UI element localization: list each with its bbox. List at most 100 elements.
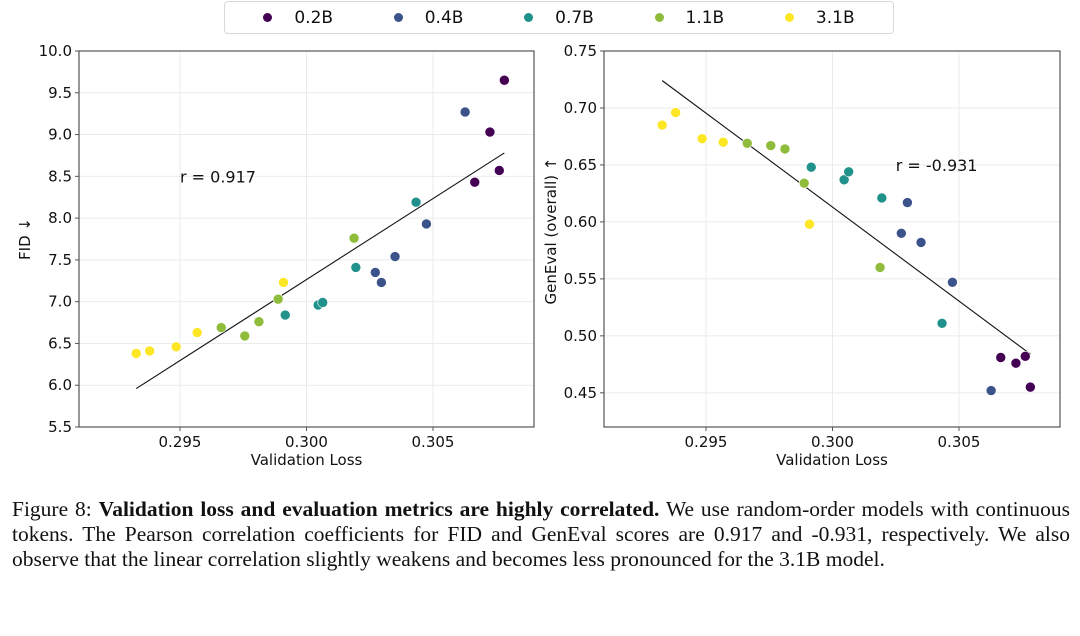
data-point-1-1B: [874, 262, 886, 273]
legend-label: 0.4B: [424, 7, 464, 28]
legend-label: 3.1B: [815, 7, 855, 28]
data-point-0-4B: [985, 385, 997, 396]
y-tick-label: 9.0: [48, 126, 72, 144]
data-point-0-4B: [947, 276, 958, 288]
data-point-1-1B: [741, 137, 753, 149]
y-tick-label: 0.70: [564, 99, 597, 117]
data-point-3-1B: [130, 348, 142, 359]
data-point-3-1B: [656, 119, 668, 131]
legend-item-0-7b: 0.7B: [524, 8, 594, 28]
legend-marker: [784, 13, 794, 22]
data-point-0-7B: [279, 309, 291, 321]
y-tick-label: 0.55: [564, 270, 597, 288]
data-point-0-2B: [493, 165, 505, 176]
data-point-0-2B: [484, 126, 496, 138]
y-tick-label: 7.0: [48, 293, 72, 311]
legend-marker: [393, 13, 403, 22]
data-point-0-7B: [838, 174, 850, 186]
data-point-0-7B: [876, 192, 888, 204]
caption-bold: Validation loss and evaluation metrics a…: [98, 497, 660, 521]
y-tick-label: 6.0: [48, 376, 72, 394]
x-tick-label: 0.295: [159, 433, 202, 451]
data-point-3-1B: [670, 107, 681, 118]
y-tick-label: 5.5: [48, 418, 72, 436]
data-point-0-4B: [370, 267, 381, 278]
y-tick-label: 0.65: [564, 156, 597, 174]
data-point-0-4B: [459, 106, 471, 118]
data-point-3-1B: [170, 341, 182, 353]
y-tick-label: 6.5: [48, 334, 72, 352]
data-point-1-1B: [253, 316, 265, 328]
figure-plots: 0.295 0.300 0.305 5.5 6.0 6.5 7.0 7.5 8.0 8.5 9.0 9…: [16, 42, 1061, 469]
data-point-0-4B: [389, 251, 401, 262]
y-tick-label: 7.5: [48, 251, 72, 269]
data-point-1-1B: [348, 232, 360, 244]
legend: 0.2B 0.4B 0.7B 1.1B 3.1B: [224, 1, 894, 34]
data-point-1-1B: [765, 140, 777, 151]
y-tick-label: 8.0: [48, 209, 72, 227]
data-point-0-4B: [421, 218, 432, 230]
chart-fid: 0.295 0.300 0.305 5.5 6.0 6.5 7.0 7.5 8.0 8.5 9.0 9…: [16, 42, 535, 469]
caption-text: We use random-order models with continuo…: [12, 497, 1071, 571]
y-tick-label: 8.5: [48, 167, 72, 185]
correlation-annotation: r = -0.931: [896, 156, 978, 175]
data-point-3-1B: [804, 218, 815, 230]
y-tick-label: 0.75: [564, 42, 597, 60]
legend-marker: [654, 13, 664, 22]
data-point-1-1B: [239, 330, 251, 342]
legend-item-0-4b: 0.4B: [393, 7, 464, 28]
data-point-3-1B: [717, 136, 729, 148]
data-point-1-1B: [215, 322, 227, 333]
data-point-3-1B: [144, 345, 155, 357]
figure-caption: Figure 8: Validation loss and evaluation…: [12, 497, 1070, 572]
legend-label: 1.1B: [685, 7, 725, 28]
x-tick-label: 0.300: [811, 433, 854, 451]
y-tick-label: 10.0: [39, 42, 72, 60]
data-point-0-7B: [843, 166, 854, 178]
data-point-3-1B: [696, 133, 708, 145]
y-tick-label: 9.5: [48, 84, 72, 102]
data-point-1-1B: [272, 293, 284, 305]
data-point-0-2B: [469, 176, 481, 188]
legend-label: 0.2B: [294, 7, 334, 28]
chart-geneval: 0.295 0.300 0.305 0.45 0.50 0.55 0.60 0.65 0.70 0…: [542, 42, 1061, 469]
data-point-0-2B: [995, 352, 1007, 363]
data-point-3-1B: [278, 277, 289, 288]
x-tick-label: 0.295: [685, 433, 728, 451]
y-tick-label: 0.45: [564, 384, 597, 402]
data-point-0-7B: [350, 262, 362, 273]
data-point-0-4B: [915, 237, 927, 248]
correlation-annotation: r = 0.917: [180, 167, 256, 186]
x-axis-label: Validation Loss: [251, 451, 363, 469]
data-point-0-2B: [1019, 351, 1031, 362]
x-axis-label: Validation Loss: [776, 451, 888, 469]
caption-label: Figure 8:: [12, 497, 92, 521]
data-point-0-4B: [902, 197, 913, 208]
data-point-1-1B: [798, 177, 810, 189]
data-point-0-7B: [317, 297, 328, 308]
data-point-0-2B: [499, 74, 510, 86]
data-point-0-7B: [805, 161, 817, 173]
legend-item-0-2b: 0.2B: [263, 8, 333, 28]
fit-line: [135, 152, 505, 390]
data-point-0-7B: [936, 318, 948, 329]
data-point-0-2B: [1010, 357, 1022, 369]
data-point-0-7B: [410, 196, 422, 208]
y-axis-label: GenEval (overall) ↑: [542, 158, 560, 305]
data-point-0-4B: [376, 277, 387, 288]
x-tick-label: 0.305: [938, 433, 981, 451]
y-axis-label: FID ↓: [16, 218, 34, 260]
legend-marker: [524, 13, 534, 22]
data-point-0-2B: [1025, 381, 1036, 393]
x-tick-label: 0.300: [285, 433, 328, 451]
data-point-1-1B: [779, 143, 791, 155]
y-tick-label: 0.60: [564, 213, 597, 231]
legend-item-1-1b: 1.1B: [654, 7, 725, 28]
x-tick-label: 0.305: [412, 433, 455, 451]
legend-marker: [263, 13, 273, 22]
y-tick-label: 0.50: [564, 327, 597, 345]
fit-line: [661, 80, 1031, 355]
data-point-3-1B: [191, 327, 203, 338]
data-point-0-4B: [896, 228, 907, 239]
legend-label: 0.7B: [555, 7, 594, 28]
